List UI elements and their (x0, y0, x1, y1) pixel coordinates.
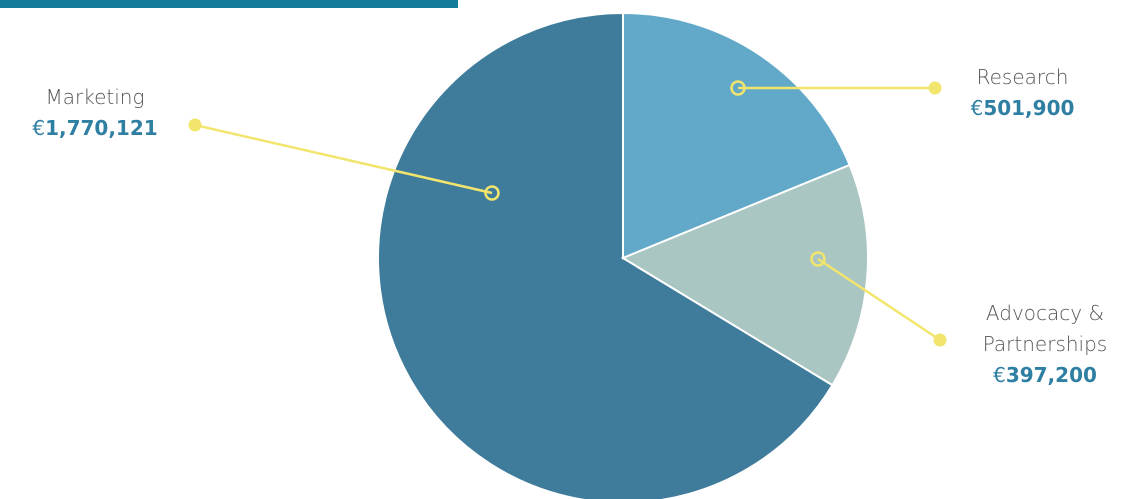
leader-line (194, 123, 493, 195)
leader-line (817, 257, 941, 342)
slice-label: Research (976, 65, 1069, 89)
slice-label: Advocacy & Partnerships (982, 301, 1108, 356)
leader-marker (730, 80, 746, 96)
header-bar (0, 0, 458, 8)
leader-marker (810, 251, 826, 267)
leader-dot (188, 118, 202, 132)
pie-slice (377, 11, 834, 499)
leader-dot (933, 333, 947, 347)
value-label: €501,900 (970, 96, 1075, 120)
value-label: €1,770,121 (32, 116, 158, 140)
pie-slice (620, 163, 869, 387)
leader-dot (928, 81, 942, 95)
leader-marker (484, 185, 500, 201)
pie-slice (622, 11, 851, 260)
value-label: €397,200 (993, 363, 1097, 387)
slice-label: Marketing (45, 85, 145, 109)
